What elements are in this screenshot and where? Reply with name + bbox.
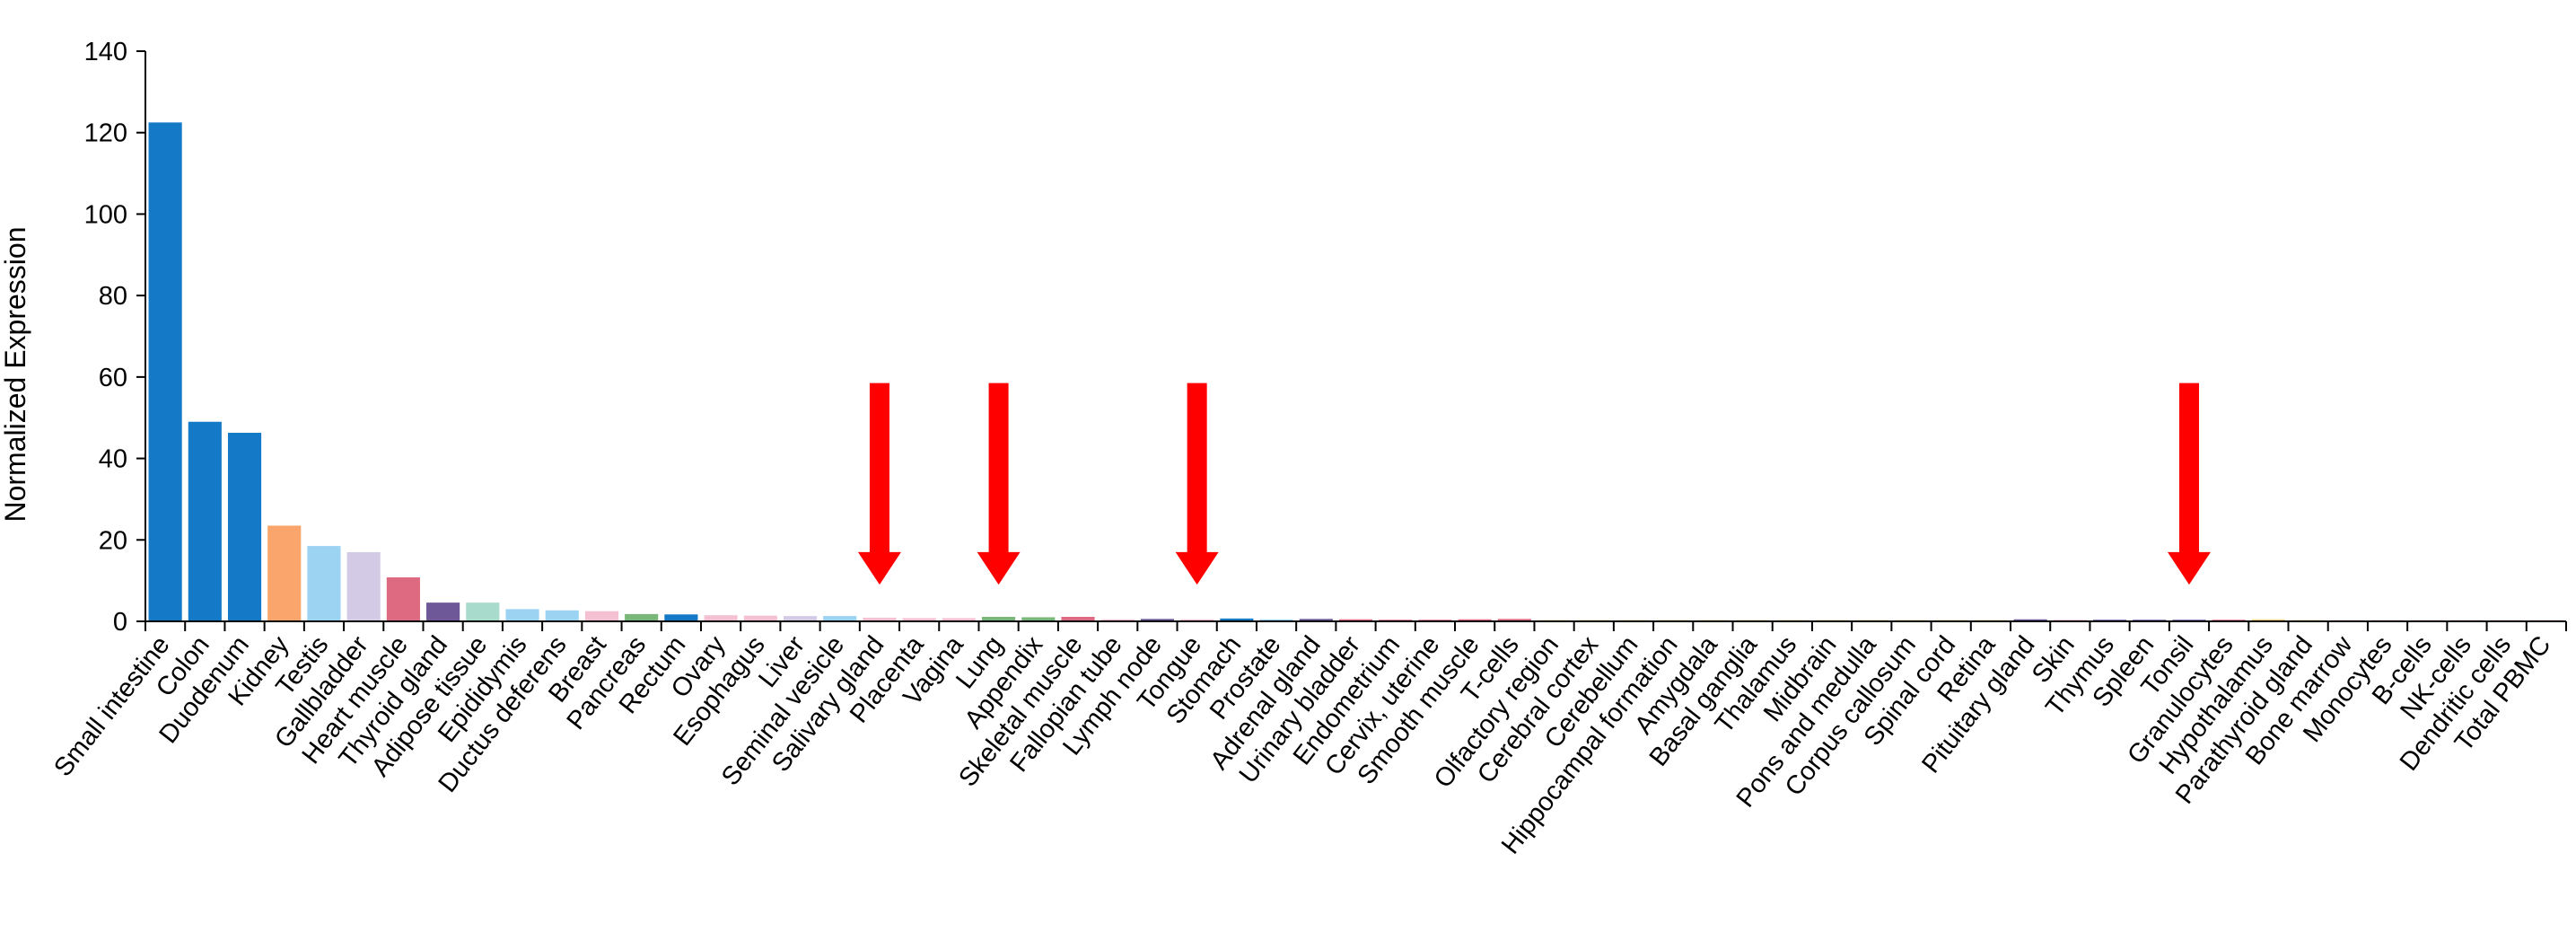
bar-thyroid-gland bbox=[426, 602, 460, 621]
arrow-tongue-icon bbox=[1175, 383, 1219, 585]
y-tick-label: 20 bbox=[99, 526, 127, 555]
bar-prostate bbox=[1259, 619, 1293, 621]
bar-seminal-vesicle bbox=[823, 616, 857, 621]
y-tick-label: 80 bbox=[99, 282, 127, 311]
bar-pituitary-gland bbox=[2013, 619, 2047, 621]
arrow-tonsil-icon bbox=[2167, 383, 2211, 585]
bar-placenta bbox=[902, 618, 936, 621]
bar-adipose-tissue bbox=[466, 602, 500, 621]
bar-liver bbox=[783, 616, 818, 621]
bar-appendix bbox=[1021, 617, 1056, 621]
bar-group bbox=[148, 122, 2563, 622]
bar-salivary-gland bbox=[863, 617, 897, 621]
bar-urinary-bladder bbox=[1338, 619, 1373, 621]
y-tick-label: 60 bbox=[99, 364, 127, 392]
bar-epididymis bbox=[505, 609, 539, 621]
x-axis: Small intestineColonDuodenumKidneyTestis… bbox=[48, 620, 2567, 859]
bar-ductus-deferens bbox=[545, 610, 579, 621]
y-tick-label: 40 bbox=[99, 445, 127, 474]
bar-vagina bbox=[942, 618, 976, 621]
x-label-small-intestine: Small intestine bbox=[48, 631, 175, 782]
bar-heart-muscle bbox=[386, 577, 420, 621]
bar-testis bbox=[307, 546, 341, 621]
bar-esophagus bbox=[743, 615, 777, 621]
arrow-lung-icon bbox=[977, 383, 1021, 585]
arrow-salivary-gland-icon bbox=[857, 383, 901, 585]
bar-hypothalamus bbox=[2251, 619, 2285, 621]
bar-rectum bbox=[664, 614, 698, 621]
bar-lymph-node bbox=[1140, 619, 1174, 621]
y-tick-label: 0 bbox=[113, 608, 127, 637]
bar-stomach bbox=[1220, 618, 1254, 621]
y-tick-label: 120 bbox=[84, 119, 127, 148]
y-tick-label: 100 bbox=[84, 200, 127, 229]
bar-tongue bbox=[1180, 619, 1214, 621]
bar-lung bbox=[982, 617, 1016, 621]
bar-duodenum bbox=[227, 433, 262, 621]
bar-adrenal-gland bbox=[1299, 619, 1333, 621]
bar-fallopian-tube bbox=[1100, 619, 1135, 621]
y-axis-title: Normalized Expression bbox=[0, 226, 31, 522]
bar-ovary bbox=[704, 615, 738, 621]
bar-breast bbox=[584, 611, 619, 621]
bar-skeletal-muscle bbox=[1061, 617, 1095, 621]
bar-smooth-muscle bbox=[1458, 619, 1492, 621]
bar-small-intestine bbox=[148, 122, 182, 622]
bar-t-cells bbox=[1497, 619, 1531, 621]
bar-pancreas bbox=[625, 613, 659, 621]
bar-gallbladder bbox=[346, 551, 381, 621]
y-axis: 0 20 40 60 80 100 120 140 bbox=[84, 38, 146, 637]
annotation-arrows bbox=[857, 383, 2211, 585]
bar-colon bbox=[188, 421, 222, 621]
y-tick-label: 140 bbox=[84, 38, 127, 66]
bar-kidney bbox=[267, 525, 302, 621]
